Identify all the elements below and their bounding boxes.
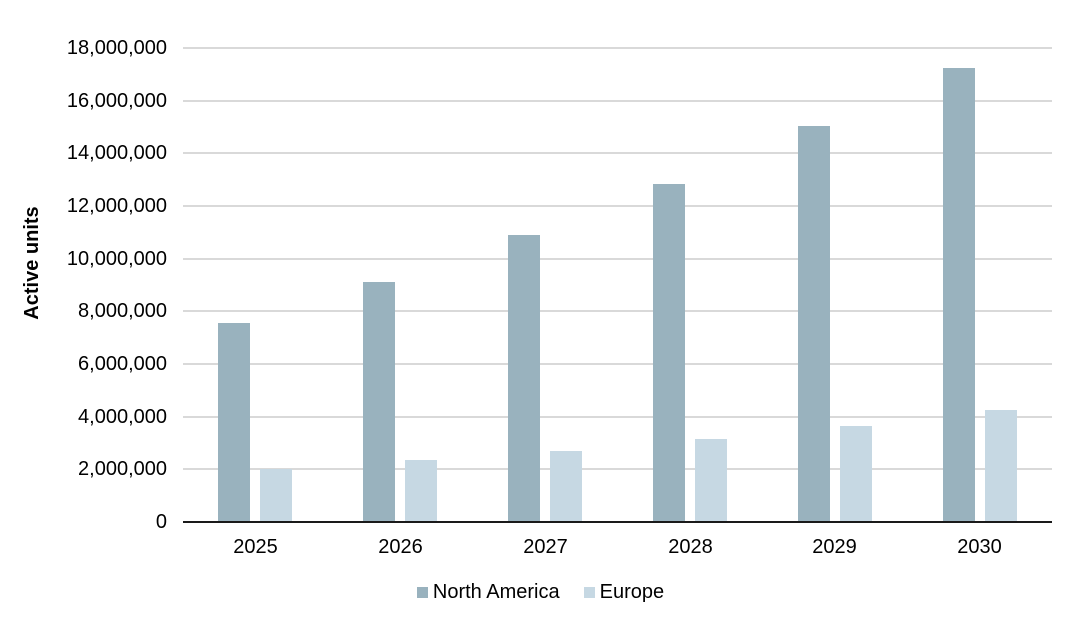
- legend-label-europe: Europe: [599, 581, 665, 603]
- y-tick-label: 6,000,000: [78, 353, 167, 375]
- y-tick-label: 18,000,000: [66, 37, 167, 59]
- bar-north-america-2027: [508, 235, 540, 522]
- x-tick-label-2025: 2025: [233, 536, 278, 558]
- bar-europe-2025: [260, 469, 292, 522]
- legend-marker-north-america-icon: [416, 586, 428, 598]
- bar-europe-2026: [405, 460, 437, 522]
- y-tick-label: 16,000,000: [66, 89, 167, 112]
- x-tick-label-2027: 2027: [523, 536, 568, 558]
- gridline: [183, 363, 1052, 365]
- bar-north-america-2030: [943, 68, 975, 522]
- legend: North America Europe: [0, 580, 1081, 604]
- legend-item-north-america: North America: [416, 580, 560, 604]
- legend-label-north-america: North America: [432, 581, 560, 603]
- gridline: [183, 152, 1052, 155]
- gridline: [183, 47, 1052, 49]
- bar-north-america-2025: [218, 323, 250, 522]
- gridline: [183, 205, 1052, 207]
- gridline: [183, 99, 1052, 102]
- x-tick-label-2029: 2029: [812, 536, 857, 558]
- bar-north-america-2028: [653, 184, 685, 522]
- legend-item-europe: Europe: [583, 580, 665, 604]
- legend-marker-europe-icon: [583, 586, 595, 598]
- x-tick-label-2030: 2030: [957, 536, 1002, 558]
- y-tick-label: 2,000,000: [78, 458, 167, 481]
- gridline: [183, 468, 1052, 471]
- y-axis-title: Active units: [21, 206, 43, 320]
- bar-europe-2029: [840, 426, 872, 522]
- gridline: [183, 310, 1052, 313]
- y-tick-label: 14,000,000: [66, 142, 167, 165]
- x-tick-label-2026: 2026: [378, 536, 423, 558]
- bar-north-america-2026: [363, 282, 395, 522]
- gridline: [183, 415, 1052, 418]
- y-tick-label: 12,000,000: [66, 195, 167, 217]
- bar-europe-2028: [695, 439, 727, 522]
- y-tick-label: 4,000,000: [78, 405, 167, 428]
- x-tick-label-2028: 2028: [668, 536, 713, 558]
- gridline: [183, 257, 1052, 260]
- y-tick-label: 0: [155, 511, 167, 533]
- plot-area: [183, 47, 1052, 522]
- bar-europe-2027: [550, 451, 582, 522]
- bar-north-america-2029: [798, 126, 830, 522]
- bar-europe-2030: [985, 410, 1017, 522]
- y-tick-label: 8,000,000: [78, 300, 167, 323]
- x-axis-line: [183, 521, 1052, 523]
- y-tick-label: 10,000,000: [66, 247, 167, 270]
